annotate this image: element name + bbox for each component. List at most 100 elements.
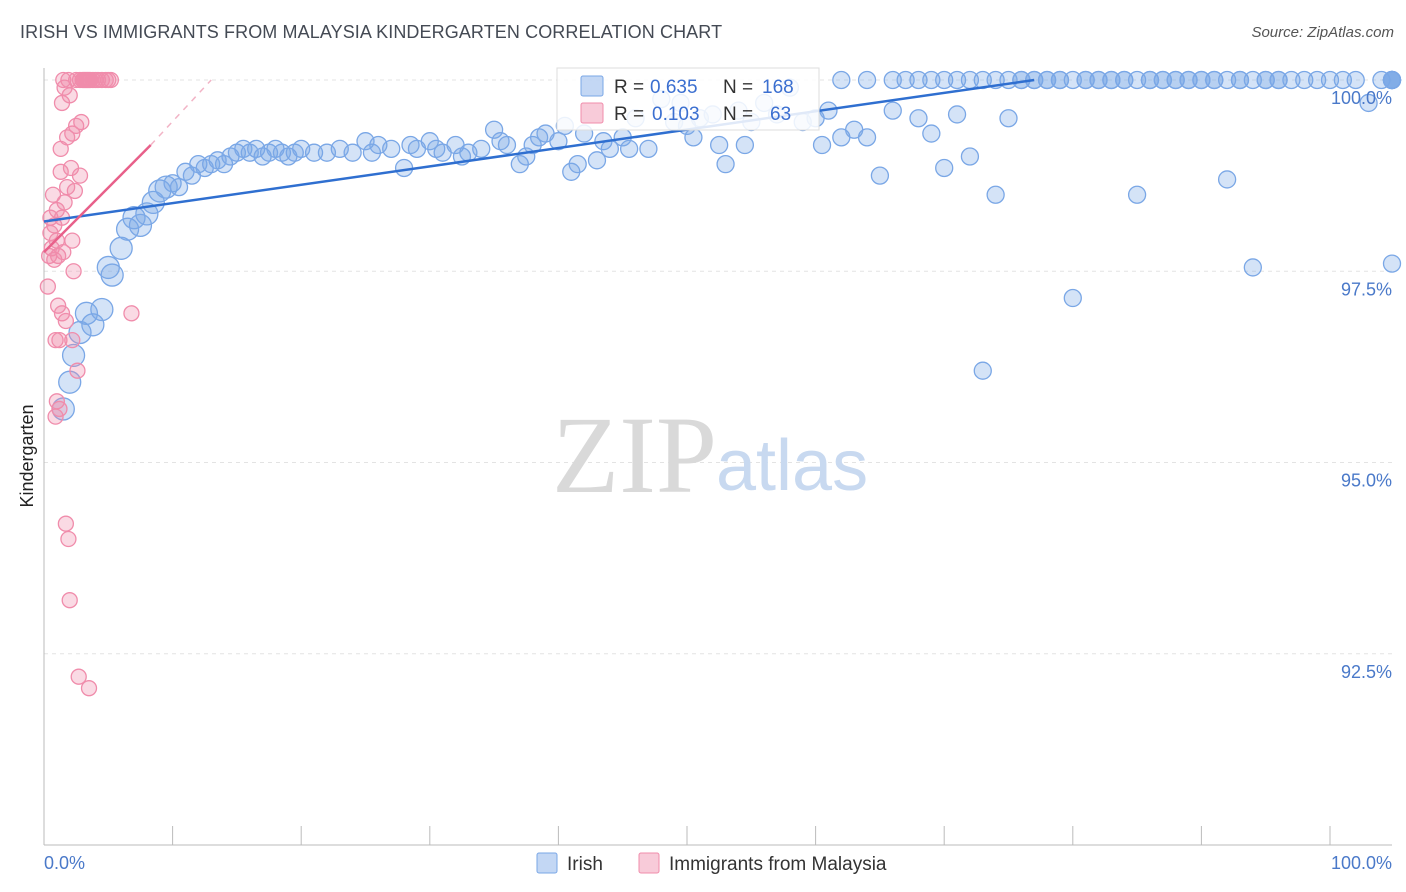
data-point [128, 213, 153, 238]
data-point [74, 301, 99, 325]
malaysia-r-label: R = [614, 104, 644, 125]
data-point [619, 139, 639, 159]
legend-malaysia-swatch [638, 852, 660, 874]
data-point [1102, 70, 1121, 90]
bottom-legend: Irish Immigrants from Malaysia [536, 852, 887, 875]
data-point [883, 70, 902, 90]
malaysia-points [39, 71, 140, 697]
data-point [57, 515, 75, 532]
chart-source: Source: ZipAtlas.com [1251, 24, 1394, 41]
data-point [1256, 70, 1275, 90]
data-point [58, 178, 76, 196]
data-point [922, 124, 941, 143]
watermark-zip: ZIP [552, 394, 717, 516]
data-point [1372, 70, 1391, 90]
data-point [1382, 254, 1402, 273]
y-tick-label: 95.0% [1341, 471, 1392, 491]
data-point [304, 143, 324, 162]
data-point [382, 139, 401, 159]
data-point [57, 312, 75, 330]
y-axis-label: Kindergarten [17, 404, 37, 507]
y-tick-label: 100.0% [1331, 88, 1392, 108]
legend-irish-swatch [536, 852, 558, 874]
data-point [115, 217, 140, 241]
data-point [812, 135, 832, 155]
data-point [53, 305, 71, 322]
data-point [61, 343, 86, 368]
data-point [1179, 70, 1198, 90]
data-point [484, 120, 504, 139]
data-point [832, 70, 851, 90]
data-point [55, 243, 72, 261]
data-point [64, 125, 81, 142]
data-point [1089, 70, 1108, 90]
data-point [1359, 93, 1378, 113]
data-point [56, 194, 73, 211]
data-point [1166, 70, 1185, 90]
malaysia-n-value: 63 [770, 104, 791, 125]
data-point [69, 362, 86, 379]
data-point [1050, 70, 1070, 90]
irish-n-label: N = [723, 77, 753, 98]
watermark: ZIP atlas [552, 394, 868, 516]
data-point [39, 278, 57, 295]
data-point [947, 70, 967, 90]
data-point [343, 143, 362, 162]
data-point [1282, 70, 1301, 90]
data-point [710, 135, 729, 155]
data-point [1192, 70, 1211, 90]
data-point [61, 87, 78, 104]
y-tick-label: 92.5% [1341, 662, 1392, 682]
data-point [1320, 70, 1340, 90]
data-point [716, 154, 735, 174]
data-point [1243, 258, 1262, 277]
data-point [1382, 70, 1402, 90]
data-point [48, 393, 66, 410]
watermark-atlas: atlas [716, 426, 868, 506]
malaysia-trend-line [43, 144, 152, 254]
data-point [61, 592, 78, 609]
data-point [60, 530, 77, 548]
data-point [986, 185, 1005, 204]
irish-trend-line [43, 78, 1035, 223]
data-point [568, 154, 587, 174]
data-point [122, 206, 146, 230]
data-point [49, 297, 67, 314]
data-point [52, 163, 69, 180]
data-point [1217, 70, 1237, 90]
data-point [472, 139, 491, 159]
data-point [549, 132, 568, 151]
chart-title: IRISH VS IMMIGRANTS FROM MALAYSIA KINDER… [20, 22, 723, 42]
data-point [883, 101, 902, 120]
data-point [1333, 70, 1353, 90]
legend-irish-label: Irish [567, 854, 603, 875]
data-point [857, 70, 877, 90]
data-point [1115, 70, 1134, 90]
irish-r-label: R = [614, 77, 644, 98]
data-point [51, 331, 68, 349]
legend-malaysia-label: Immigrants from Malaysia [669, 854, 887, 875]
data-point [1153, 70, 1172, 90]
data-point [1205, 70, 1224, 90]
data-point [870, 166, 890, 185]
data-point [1269, 70, 1288, 90]
data-point [64, 331, 81, 349]
data-point [735, 135, 755, 155]
data-point [169, 177, 189, 197]
data-point [684, 128, 703, 147]
irish-stat-swatch [580, 75, 604, 97]
data-point [93, 71, 111, 89]
data-point [639, 139, 658, 159]
data-point [70, 668, 87, 685]
trend-lines [43, 78, 1035, 254]
data-point [935, 70, 954, 90]
data-point [947, 105, 967, 124]
data-point [1346, 70, 1365, 90]
data-point [80, 680, 98, 697]
data-point [65, 263, 82, 280]
data-point [909, 70, 928, 90]
stats-legend: R = 0.635 N = 168 R = 0.103 N = 63 [556, 67, 820, 131]
data-point [90, 297, 114, 322]
data-point [909, 109, 928, 128]
